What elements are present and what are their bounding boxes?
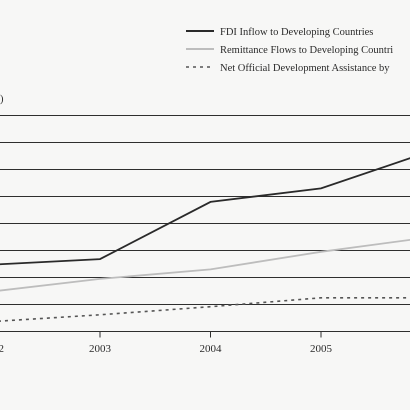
x-tick-label: 2004	[200, 343, 223, 355]
series-line-2	[0, 296, 410, 322]
x-tick-label: 2	[0, 343, 4, 355]
x-tick-label: 2005	[310, 343, 333, 355]
series-lines	[0, 157, 410, 322]
x-tick-label: 2003	[89, 343, 112, 355]
gridlines	[0, 115, 410, 332]
legend-label-oda: Net Official Development Assistance by	[220, 63, 390, 74]
y-axis-label: )	[0, 94, 4, 105]
legend-label-remittance: Remittance Flows to Developing Countri	[220, 45, 393, 56]
legend-label-fdi: FDI Inflow to Developing Countries	[220, 27, 373, 38]
series-line-0	[0, 157, 410, 266]
legend: FDI Inflow to Developing Countries Remit…	[186, 27, 393, 74]
x-axis-ticks: 2 2003 2004 2005	[0, 331, 333, 355]
series-line-1	[0, 238, 410, 292]
